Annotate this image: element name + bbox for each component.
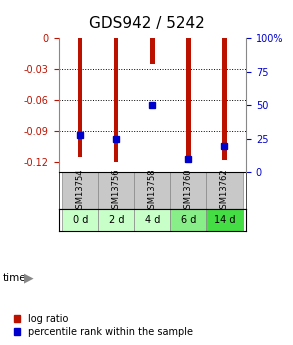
Text: time: time	[3, 273, 27, 283]
Text: 6 d: 6 d	[181, 215, 196, 225]
Bar	[134, 209, 171, 231]
Bar	[171, 209, 207, 231]
Bar	[222, 38, 227, 160]
Text: ▶: ▶	[24, 271, 34, 284]
Text: 14 d: 14 d	[214, 215, 235, 225]
Text: GSM13754: GSM13754	[76, 168, 85, 214]
Bar	[207, 172, 243, 209]
Bar	[62, 209, 98, 231]
Text: GSM13762: GSM13762	[220, 168, 229, 214]
Text: GSM13758: GSM13758	[148, 168, 157, 214]
Bar	[150, 38, 154, 64]
Bar	[98, 172, 134, 209]
Text: GSM13756: GSM13756	[112, 168, 121, 214]
Text: 0 d: 0 d	[73, 215, 88, 225]
Bar	[171, 172, 207, 209]
Text: GSM13760: GSM13760	[184, 168, 193, 214]
Bar	[62, 172, 98, 209]
Bar	[98, 209, 134, 231]
Bar	[186, 38, 190, 157]
Text: GDS942 / 5242: GDS942 / 5242	[88, 16, 205, 31]
Bar	[134, 172, 171, 209]
Bar	[78, 38, 82, 157]
Legend: log ratio, percentile rank within the sample: log ratio, percentile rank within the sa…	[14, 314, 193, 337]
Text: 4 d: 4 d	[145, 215, 160, 225]
Bar	[114, 38, 118, 162]
Text: 2 d: 2 d	[108, 215, 124, 225]
Bar	[207, 209, 243, 231]
